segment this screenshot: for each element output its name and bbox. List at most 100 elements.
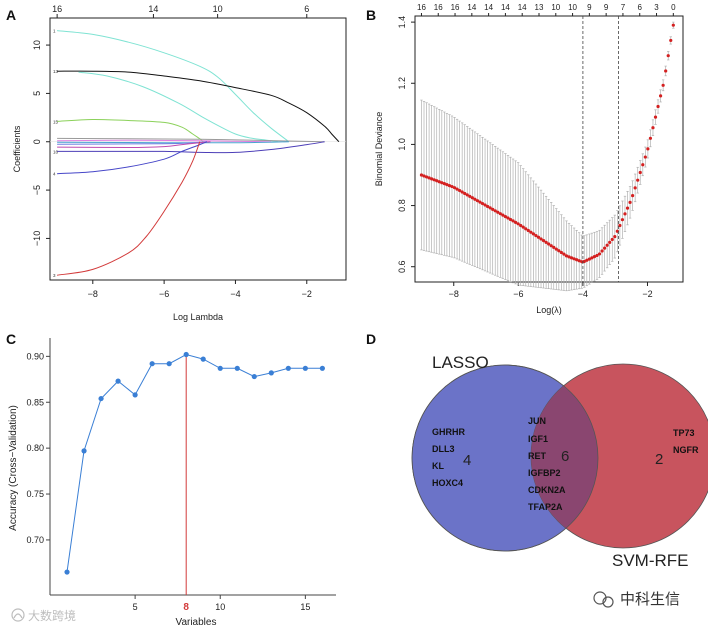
top-tick-label: 14 [148,4,158,14]
accuracy-point [285,365,291,371]
x-tick-label: −8 [88,289,98,299]
cv-mean-point [526,228,530,233]
cv-mean-point [498,212,502,216]
cv-mean-point [592,255,597,259]
cv-mean-point [452,186,457,190]
watermark-left: 大数跨境 [11,608,76,623]
cv-mean-point [651,126,655,130]
x-tick-label: 5 [133,602,138,612]
cv-mean-point [567,255,571,259]
top-tick-label: 14 [467,3,476,12]
y-tick-label: 0.80 [26,443,44,453]
cv-mean-point [562,252,566,256]
y-tick-label: 0.8 [397,199,407,212]
accuracy-point [149,361,155,367]
cv-mean-point [557,249,561,253]
y-tick-label: −10 [32,231,42,246]
cv-mean-point [610,237,614,242]
cv-mean-point [641,163,645,167]
top-tick-label: 14 [501,3,510,12]
x-tick-label: −4 [230,289,240,299]
accuracy-point [268,370,274,376]
accuracy-point [64,569,70,575]
cv-mean-point [544,240,548,244]
accuracy-point [217,365,223,371]
cv-mean-point [669,38,673,43]
accuracy-point [319,365,325,371]
cv-mean-point [493,209,497,213]
accuracy-point [183,351,189,358]
venn-left-gene: DLL3 [432,444,455,454]
cv-mean-point [603,246,607,250]
cv-mean-point [618,223,622,228]
top-tick-label: 7 [621,3,626,12]
plot-frame [49,17,347,281]
top-tick-label: 10 [551,3,560,12]
cv-mean-point [671,23,675,27]
cv-mean-point [521,225,525,229]
cv-mean-point [536,235,541,239]
x-tick-label: −6 [159,289,169,299]
cv-mean-point [628,200,632,204]
venn-shared-gene: TFAP2A [528,502,563,512]
venn-left-gene: KL [432,461,444,471]
cv-mean-point [470,196,474,200]
venn-overlap [531,365,598,548]
x-tick-label: −2 [642,289,652,299]
top-tick-label: 3 [654,3,659,12]
x-axis-title: Log(λ) [536,305,562,315]
coefficient-path [57,141,211,149]
accuracy-point [234,365,240,371]
cv-mean-point [572,257,576,261]
cv-mean-point [636,178,640,182]
y-axis-title: Coefficients [12,125,22,172]
cv-mean-point [486,204,490,209]
cv-mean-point [475,199,480,203]
cv-mean-point [638,170,642,175]
cv-mean-point [468,194,472,198]
cv-mean-point [496,210,500,214]
accuracy-point [302,365,308,371]
cv-mean-point [440,181,444,185]
coefficient-path [57,141,201,276]
cv-mean-point [569,256,574,260]
cv-mean-point [473,197,477,201]
y-tick-label: 1.0 [397,138,407,151]
top-tick-label: 16 [52,4,62,14]
top-tick-label: 14 [518,3,527,12]
cv-mean-point [513,220,518,224]
cv-mean-point [519,223,523,228]
top-tick-label: 13 [535,3,544,12]
top-tick-label: 16 [417,3,426,12]
coefficient-path [57,137,325,143]
cv-mean-point [608,240,612,244]
y-tick-label: 0.6 [397,260,407,273]
lasso-coefficient-plot: −8 −6 −4 −2 −10 −5 0 5 10 16 14 10 6 1 13 15 16 4 3 Log L… [12,4,347,322]
venn-title-lasso: LASSO [432,353,489,372]
coefficient-path [57,139,272,143]
y-tick-label: −5 [32,185,42,195]
cv-mean-point [648,136,653,140]
binomial-deviance-plot: −8 −6 −4 −2 0.6 0.8 1.0 1.2 1.4 16 16 16 14 14 14 14 13 1… [374,3,684,315]
y-tick-label: 0.85 [26,397,44,407]
cv-mean-point [552,245,556,249]
top-tick-label: 10 [213,4,223,14]
cv-mean-point [605,243,609,247]
cv-mean-point [455,187,459,191]
watermark-right: 中科生信 [593,590,680,608]
cv-mean-point [501,213,505,217]
top-tick-label: 6 [304,4,309,14]
cv-mean-point [661,83,665,87]
coefficient-path [57,30,290,143]
cv-mean-point [508,217,513,222]
y-tick-label: 5 [32,91,42,96]
coefficient-path [57,141,208,175]
venn-shared-gene: RET [528,451,547,461]
cv-mean-point [503,214,508,219]
top-tick-label: 6 [638,3,643,12]
cv-mean-point [559,250,563,255]
x-tick-label: −4 [578,289,588,299]
cv-mean-point [419,173,424,177]
x-tick-label: −8 [449,289,459,299]
